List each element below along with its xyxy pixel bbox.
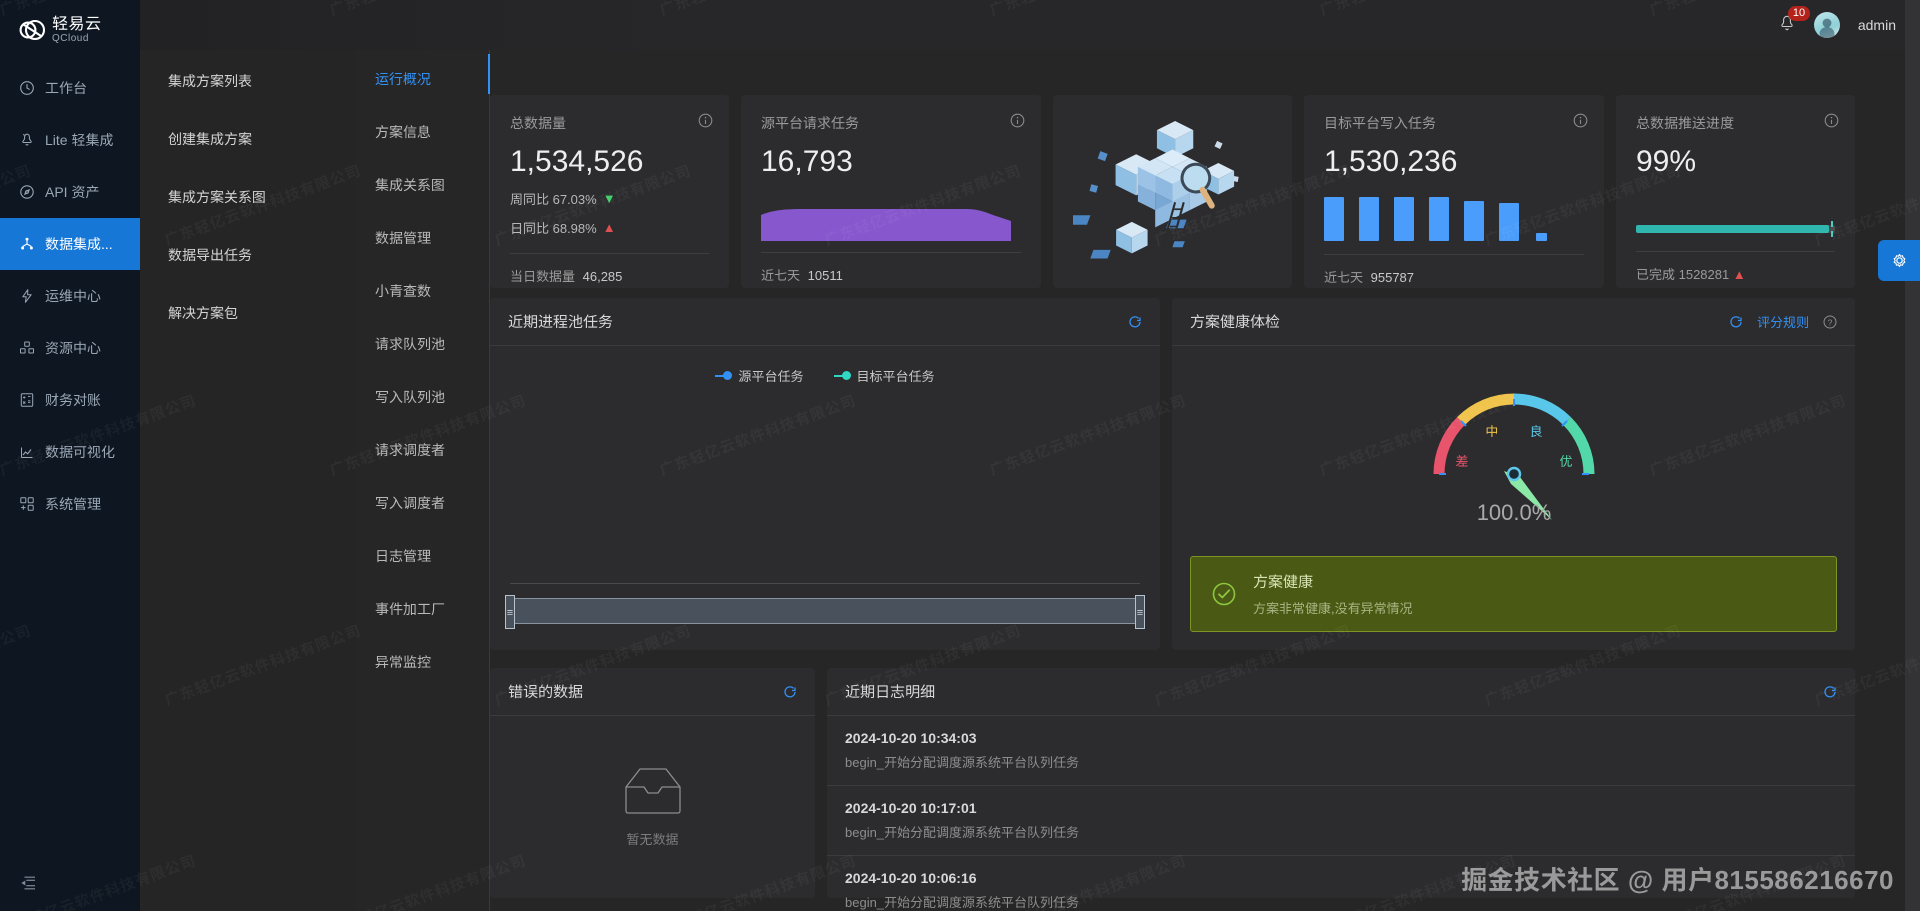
svg-text:优: 优 bbox=[1559, 454, 1572, 469]
svg-text:中: 中 bbox=[1485, 424, 1498, 439]
svg-text:差: 差 bbox=[1455, 454, 1468, 469]
svg-text:?: ? bbox=[1828, 317, 1833, 327]
svg-text:良: 良 bbox=[1529, 424, 1542, 439]
svg-text:100.0%: 100.0% bbox=[1476, 500, 1551, 525]
